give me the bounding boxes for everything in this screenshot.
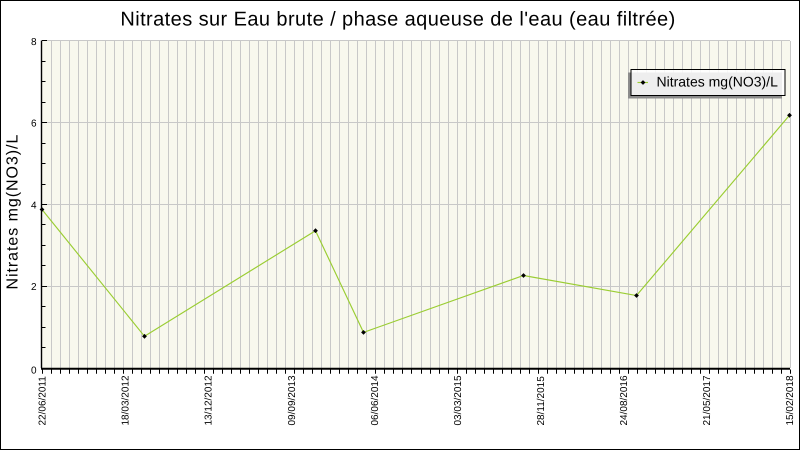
svg-text:2: 2 [31,282,37,293]
svg-text:22/06/2011: 22/06/2011 [38,376,49,426]
svg-text:09/09/2013: 09/09/2013 [287,375,298,425]
svg-text:18/03/2012: 18/03/2012 [121,375,132,425]
svg-text:Nitrates sur Eau brute / phase: Nitrates sur Eau brute / phase aqueuse d… [120,9,675,31]
svg-text:03/03/2015: 03/03/2015 [453,375,464,425]
svg-text:Nitrates mg(NO3)/L: Nitrates mg(NO3)/L [5,134,22,290]
svg-text:Nitrates mg(NO3)/L: Nitrates mg(NO3)/L [657,74,779,90]
svg-text:28/11/2015: 28/11/2015 [536,376,547,426]
svg-text:6: 6 [31,119,37,130]
svg-text:0: 0 [31,366,37,377]
svg-text:24/08/2016: 24/08/2016 [619,375,630,425]
svg-text:21/05/2017: 21/05/2017 [702,375,713,425]
svg-text:06/06/2014: 06/06/2014 [370,375,381,425]
svg-text:13/12/2012: 13/12/2012 [204,375,215,425]
svg-text:4: 4 [31,200,37,211]
svg-text:8: 8 [31,37,37,48]
svg-text:15/02/2018: 15/02/2018 [785,375,796,425]
